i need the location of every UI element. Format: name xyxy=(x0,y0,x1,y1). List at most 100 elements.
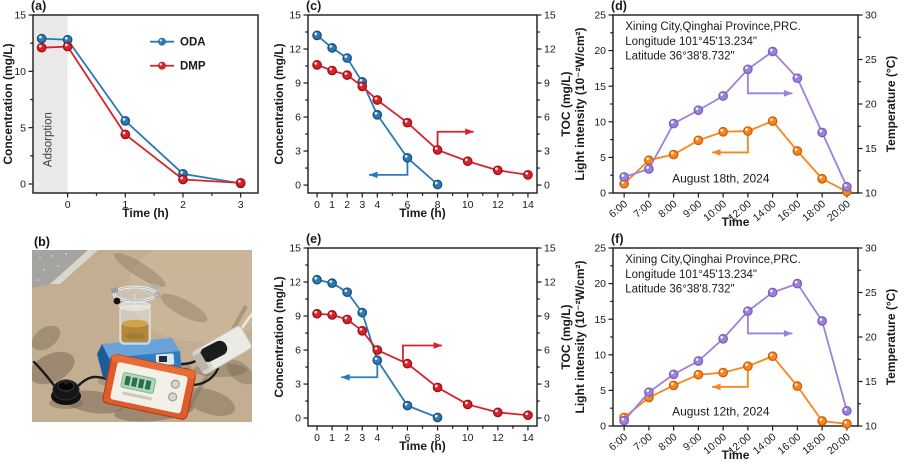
x-tick-label: 12 xyxy=(492,432,504,444)
data-point-marker xyxy=(619,172,629,182)
y-left-axis-title: Concentration (mg/L) xyxy=(272,43,286,164)
x-tick-label: 1 xyxy=(329,432,335,444)
chart-d: 6:00 7:00 8:00 9:0010:0012:0014:0016:0018:0… xyxy=(573,0,898,229)
y-right-tick-label: 10 xyxy=(865,188,877,200)
data-point-marker xyxy=(372,95,383,105)
y-right-tick-label: 12 xyxy=(544,44,556,56)
data-point-marker xyxy=(312,60,322,70)
y-left-tick-label: 9 xyxy=(295,311,301,323)
data-point-marker xyxy=(36,42,47,53)
y-right-axis-title: TOC (mg/L) xyxy=(559,304,573,369)
y-right-tick-label: 6 xyxy=(544,112,550,124)
data-point-marker xyxy=(619,415,629,426)
arrow-head xyxy=(783,89,793,97)
pointer-arrow xyxy=(369,157,409,179)
y-right-tick-label: 20 xyxy=(865,99,877,111)
data-point-marker xyxy=(342,53,353,63)
x-tick-label: 4 xyxy=(374,432,380,444)
y-left-tick-label: 15 xyxy=(594,81,606,93)
y-left-tick-label: 3 xyxy=(295,146,301,158)
y-left-tick-label: 12 xyxy=(289,277,301,289)
y-right-tick-label: 9 xyxy=(544,311,550,323)
y-left-tick-label: 0 xyxy=(295,413,301,425)
data-point-marker xyxy=(817,173,827,184)
arrow-head xyxy=(433,342,443,349)
y-right-tick-label: 6 xyxy=(544,345,550,357)
x-tick-label: 6:00 xyxy=(607,198,630,220)
data-point-marker xyxy=(767,287,778,298)
data-point-marker xyxy=(817,316,827,326)
data-point-marker xyxy=(402,153,413,163)
y-left-tick-label: 0 xyxy=(600,421,606,433)
data-point-marker xyxy=(432,145,443,155)
y-left-tick-label: 0 xyxy=(295,180,301,192)
y-left-tick-label: 10 xyxy=(594,116,606,128)
y-left-tick-label: 20 xyxy=(594,278,606,290)
annotation-text: August 12th, 2024 xyxy=(672,404,770,418)
data-point-marker xyxy=(718,91,728,101)
x-tick-label: 3 xyxy=(359,432,365,444)
chart-a: Adsorption 0 1 2 3 0 5 10 15 Time (h) Concentratio… xyxy=(1,0,259,220)
y-right-tick-label: 25 xyxy=(865,287,877,299)
y-left-tick-label: 25 xyxy=(594,243,606,255)
panel-f-chart: 6:00 7:00 8:00 9:00 10:00 12:00 14:00 16:00 18:0… xyxy=(570,233,911,466)
arrow-head xyxy=(711,149,721,156)
data-point-marker xyxy=(817,416,827,426)
data-point-marker xyxy=(402,358,413,369)
series-toc xyxy=(312,60,533,180)
data-point-marker xyxy=(357,81,368,92)
x-tick-label: 0 xyxy=(65,199,71,211)
y-left-tick-label: 5 xyxy=(600,385,606,397)
arrow-head xyxy=(465,128,474,136)
data-point-marker xyxy=(792,381,803,391)
series-concentration xyxy=(312,30,443,190)
y-left-axis-title: Light intensity (10⁻²W/cm²) xyxy=(573,260,587,413)
data-point-marker xyxy=(693,135,704,146)
x-tick-label: 20:00 xyxy=(825,431,853,457)
data-point-marker xyxy=(327,278,337,288)
x-tick-label: 10 xyxy=(462,199,474,211)
data-point-marker xyxy=(792,146,803,156)
x-tick-label: 7:00 xyxy=(631,431,654,453)
axis-box xyxy=(32,14,259,194)
data-point-marker xyxy=(767,351,778,362)
annotation-text: Xining City,Qinghai Province,PRC. xyxy=(625,254,801,266)
data-point-marker xyxy=(62,41,73,52)
x-tick-label: 16:00 xyxy=(775,198,803,224)
data-point-marker xyxy=(668,149,679,160)
data-point-marker xyxy=(718,367,728,378)
granite-curb xyxy=(32,250,98,288)
arrow-head xyxy=(711,383,721,391)
data-point-marker xyxy=(120,129,131,140)
x-tick-label: 10 xyxy=(462,432,474,444)
pointer-arrow xyxy=(746,311,793,337)
x-tick-label: 14 xyxy=(522,432,534,444)
y-right-axis-title: Temperature (°C) xyxy=(884,56,898,153)
data-point-marker xyxy=(743,126,753,136)
series-dmp xyxy=(36,41,246,188)
y-left-tick-label: 0 xyxy=(600,188,606,200)
port-knob xyxy=(113,297,121,305)
panel-label-d: (d) xyxy=(611,0,627,13)
arrow-head xyxy=(341,373,350,381)
y-left-tick-label: 15 xyxy=(289,243,301,255)
chart-f: 6:00 7:00 8:00 9:0010:0012:0014:0016:0018:0… xyxy=(573,233,898,462)
series-toc xyxy=(312,308,533,421)
black-probe xyxy=(200,340,228,363)
x-axis-title: Time xyxy=(722,448,750,462)
y-right-tick-label: 30 xyxy=(865,243,877,255)
x-tick-label: 2 xyxy=(344,199,350,211)
data-point-marker xyxy=(120,116,131,126)
y-right-tick-label: 15 xyxy=(865,376,877,388)
y-right-tick-label: 15 xyxy=(544,243,556,255)
data-point-marker xyxy=(693,105,704,116)
data-point-marker xyxy=(523,170,533,180)
panel-label-e: (e) xyxy=(306,233,321,246)
y-left-tick-label: 15 xyxy=(594,314,606,326)
y-right-tick-label: 15 xyxy=(544,10,556,22)
data-point-marker xyxy=(36,33,47,44)
x-tick-label: 14 xyxy=(522,199,534,211)
legend-entry-dmp xyxy=(150,61,174,70)
annotation-text: August 18th, 2024 xyxy=(672,171,770,185)
x-tick-label: 8 xyxy=(435,432,441,444)
